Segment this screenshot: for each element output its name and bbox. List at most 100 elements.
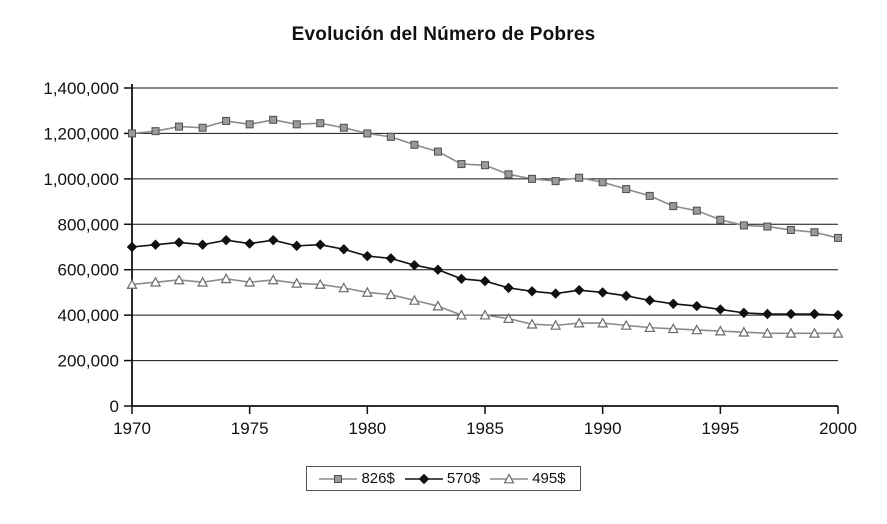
marker-triangle-open xyxy=(455,309,467,320)
marker-square xyxy=(669,202,678,211)
x-tick-label: 1980 xyxy=(348,419,386,438)
marker-square xyxy=(739,221,748,230)
marker-diamond xyxy=(620,290,632,302)
marker-diamond xyxy=(503,282,514,294)
legend-label-826$: 826$ xyxy=(361,470,395,487)
marker-square xyxy=(339,123,348,132)
x-tick-label: 1995 xyxy=(701,419,739,438)
marker-triangle-open xyxy=(714,325,726,336)
marker-square xyxy=(786,225,795,234)
marker-square xyxy=(763,222,772,231)
marker-diamond xyxy=(668,298,679,309)
x-tick-label: 1990 xyxy=(584,419,622,438)
marker-diamond xyxy=(832,309,844,321)
marker-triangle-open xyxy=(691,324,703,335)
y-tick-label: 200,000 xyxy=(58,352,119,371)
marker-triangle-open xyxy=(197,276,209,287)
marker-square xyxy=(222,116,231,125)
marker-diamond xyxy=(432,264,444,275)
marker-diamond xyxy=(385,253,397,264)
marker-triangle-open xyxy=(620,319,632,330)
marker-triangle-open xyxy=(597,317,609,328)
marker-triangle-open xyxy=(761,327,773,338)
marker-triangle-open xyxy=(150,276,162,287)
marker-triangle-open xyxy=(432,300,444,311)
x-tick-label: 1970 xyxy=(113,419,151,438)
marker-square xyxy=(175,122,184,131)
marker-square xyxy=(645,191,654,200)
marker-triangle-open xyxy=(503,472,515,483)
marker-diamond xyxy=(291,240,302,252)
marker-triangle-open xyxy=(808,327,820,338)
legend-item-570$: 570$ xyxy=(403,470,484,487)
legend-box: 826$ 570$ 495$ xyxy=(306,466,581,491)
marker-square xyxy=(316,119,325,128)
series-markers-826$ xyxy=(128,115,842,242)
marker-square xyxy=(245,120,254,129)
marker-square xyxy=(810,228,819,237)
legend-item-826$: 826$ xyxy=(317,470,398,487)
marker-square xyxy=(334,474,343,483)
marker-triangle-open xyxy=(361,286,373,297)
y-tick-label: 1,400,000 xyxy=(43,79,119,98)
marker-diamond xyxy=(785,308,797,320)
marker-diamond xyxy=(762,308,773,320)
marker-diamond xyxy=(738,307,750,319)
series-line-495$ xyxy=(131,277,838,335)
legend-item-495$: 495$ xyxy=(488,470,569,487)
marker-triangle-open xyxy=(667,323,679,334)
legend-marker-826$ xyxy=(319,474,358,483)
marker-triangle-open xyxy=(220,273,232,284)
marker-triangle-open xyxy=(385,288,397,300)
marker-square xyxy=(716,215,725,224)
marker-square xyxy=(834,233,842,242)
marker-triangle-open xyxy=(244,276,256,287)
marker-square xyxy=(692,206,701,215)
marker-square xyxy=(410,140,419,149)
legend-label-570$: 570$ xyxy=(446,470,481,487)
marker-square xyxy=(504,170,513,179)
marker-triangle-open xyxy=(785,327,797,338)
x-tick-label: 1975 xyxy=(231,419,269,438)
plot-area: 0 200,000 400,000 600,000 800,000 1,000,000 1,… xyxy=(0,60,887,460)
y-tick-label: 1,000,000 xyxy=(43,170,119,189)
y-tick-label: 600,000 xyxy=(58,261,119,280)
y-tick-label: 0 xyxy=(110,397,119,416)
marker-square xyxy=(128,129,136,138)
marker-diamond xyxy=(456,273,467,285)
legend-label-495$: 495$ xyxy=(532,470,566,487)
marker-triangle-open xyxy=(126,278,138,289)
series-markers-570$ xyxy=(126,234,844,321)
marker-triangle-open xyxy=(550,319,562,330)
marker-diamond xyxy=(597,287,608,298)
marker-triangle-open xyxy=(173,274,185,285)
marker-square xyxy=(575,173,584,182)
marker-square xyxy=(528,174,537,183)
marker-square xyxy=(292,120,301,129)
x-tick-label: 1985 xyxy=(466,419,504,438)
marker-square xyxy=(386,132,395,141)
marker-diamond xyxy=(220,234,232,246)
marker-diamond xyxy=(409,259,420,271)
marker-diamond xyxy=(715,304,726,315)
marker-triangle-open xyxy=(644,321,656,333)
marker-diamond xyxy=(418,473,430,484)
marker-diamond xyxy=(244,238,255,249)
marker-diamond xyxy=(150,239,161,250)
marker-diamond xyxy=(197,239,208,250)
marker-square xyxy=(551,177,560,186)
marker-triangle-open xyxy=(573,317,585,328)
series-markers-495$ xyxy=(126,273,844,338)
marker-square xyxy=(457,160,466,169)
marker-triangle-open xyxy=(291,277,303,288)
marker-diamond xyxy=(691,300,703,312)
marker-diamond xyxy=(573,284,585,296)
marker-diamond xyxy=(479,275,491,287)
legend-marker-570$ xyxy=(404,473,443,484)
marker-diamond xyxy=(315,239,326,250)
marker-diamond xyxy=(809,308,820,320)
marker-triangle-open xyxy=(338,282,350,293)
plot-svg: 0 200,000 400,000 600,000 800,000 1,000,000 1,… xyxy=(43,79,857,438)
marker-square xyxy=(481,161,489,170)
